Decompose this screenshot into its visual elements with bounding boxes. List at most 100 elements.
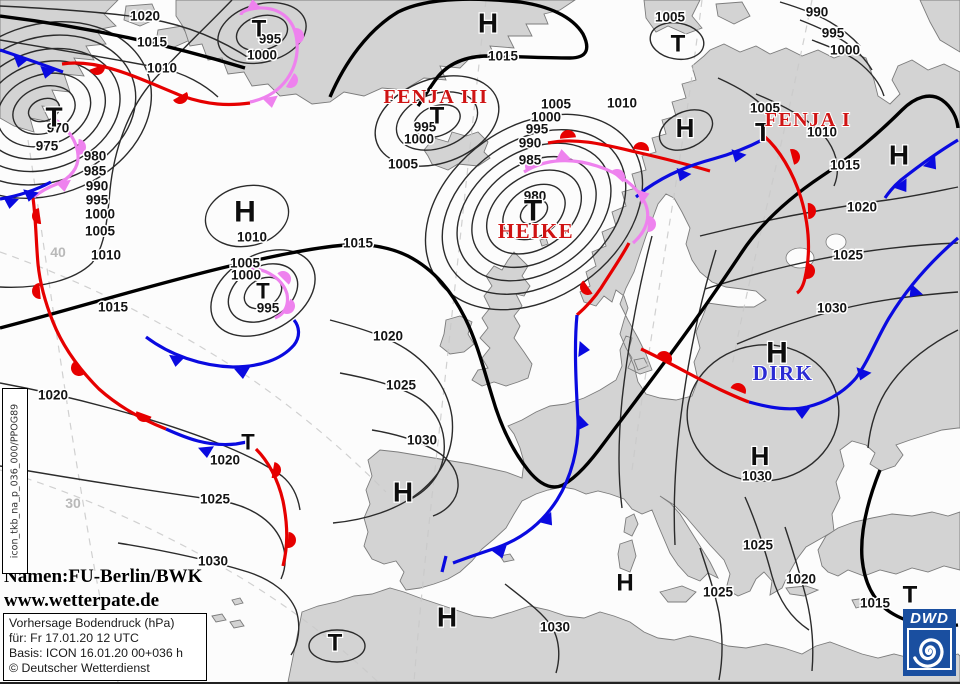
isobar-label: 995 (526, 122, 549, 137)
isobar-label: 1020 (847, 200, 877, 215)
isobar-label: 1020 (38, 388, 68, 403)
low-pressure-center: T (903, 582, 918, 609)
isobar-label: 995 (414, 120, 437, 135)
island-novaya-zemlya (919, 0, 960, 53)
low-pressure-center: T (252, 16, 267, 43)
island (155, 25, 191, 49)
isobar-1015-bold (328, 0, 589, 107)
low-pressure-center: T (45, 102, 62, 133)
cold-front (883, 138, 959, 199)
isobar-label: 995 (257, 301, 280, 316)
warm-front (547, 139, 711, 173)
isobar-label: 1010 (91, 248, 121, 263)
isobar-label: 1010 (607, 96, 637, 111)
island-faroe (523, 193, 535, 203)
isobar-label: 995 (822, 26, 845, 41)
warm-front (61, 61, 251, 107)
warm-front (575, 242, 631, 317)
bold-isobar-layer (0, 0, 960, 628)
isobar-label: 975 (36, 139, 59, 154)
graticule-label: 40 (50, 244, 66, 260)
isobar-label: 1010 (237, 230, 267, 245)
system-name: FENJA I (765, 109, 852, 131)
low-pressure-center: T (524, 195, 542, 228)
info-title: Vorhersage Bodendruck (hPa) (9, 616, 175, 630)
isobar-label: 985 (84, 164, 107, 179)
isobar-label: 980 (84, 149, 107, 164)
isobar-label: 990 (86, 179, 109, 194)
isobar-label: 1000 (231, 268, 261, 283)
isobar-label: 980 (524, 189, 547, 204)
island-zealand (633, 357, 649, 371)
isobar-high-dirk (686, 344, 840, 482)
info-valid-time: für: Fr 17.01.20 12 UTC (9, 631, 139, 645)
isobar-label: 1015 (860, 596, 891, 611)
low-pressure-center: T (755, 117, 771, 147)
isobar-label: 1000 (531, 110, 561, 125)
high-pressure-center: H (889, 140, 909, 171)
island-sicily (659, 585, 697, 603)
low-pressure-center: T (671, 31, 686, 58)
isobar-label: 1015 (488, 49, 519, 64)
isobar-label: 1000 (85, 207, 115, 222)
isobar-label: 1015 (830, 158, 861, 173)
island (123, 3, 159, 27)
island-cyprus (851, 597, 871, 609)
island-madeira (231, 597, 244, 606)
isobar-label: 1025 (386, 378, 417, 393)
island-crete (785, 585, 820, 597)
isobar-label: 990 (806, 5, 829, 20)
isobar-label: 1005 (541, 97, 572, 112)
isobar-label: 1030 (540, 620, 570, 635)
island-svalbard (715, 1, 751, 25)
isobar-label: 995 (259, 32, 282, 47)
isobar-label: 1030 (817, 301, 847, 316)
cold-front (635, 137, 765, 199)
isobar-label: 1000 (247, 48, 277, 63)
landmass-britain (471, 251, 533, 387)
isobar-label: 1025 (200, 492, 231, 507)
occluded-front (32, 118, 80, 199)
info-copyright: © Deutscher Wetterdienst (9, 661, 150, 675)
cold-front (452, 314, 580, 565)
island-balearics (499, 553, 515, 563)
dwd-spiral-icon (907, 628, 952, 670)
high-pressure-center: H (766, 337, 788, 370)
product-id-label: icon_tkb_na_p_036_000/PPOG89 (2, 388, 28, 574)
isobar-label: 1000 (404, 132, 434, 147)
isobar-label: 1025 (743, 538, 774, 553)
landmass-turkey (817, 511, 960, 577)
island-canaries (211, 613, 227, 623)
isobar-label: 1000 (830, 43, 860, 58)
high-pressure-center: H (393, 477, 413, 508)
low-pressure-center: T (328, 630, 343, 657)
isobar-1015-bold (0, 94, 960, 489)
island-sardinia (617, 539, 637, 573)
warm-front (640, 347, 750, 404)
isobars-low-fenja3 (374, 75, 500, 167)
low-pressure-center: T (256, 279, 270, 304)
info-model-basis: Basis: ICON 16.01.20 00+036 h (9, 646, 183, 660)
dwd-logo: DWD (903, 609, 956, 676)
high-pressure-center: H (751, 441, 770, 471)
isobar-label: 1005 (388, 157, 419, 172)
credit-line-url: www.wetterpate.de (4, 590, 160, 611)
isobar-label: 1010 (147, 61, 177, 76)
isobar-label: 985 (519, 153, 542, 168)
high-pressure-center: H (234, 196, 256, 229)
landmass-ireland (439, 315, 475, 355)
system-name: FENJA III (383, 86, 488, 108)
isobar-label: 1020 (210, 453, 240, 468)
isobar-label: 1015 (98, 300, 129, 315)
low-pressure-center: T (430, 103, 445, 130)
isobar-label: 1030 (198, 554, 228, 569)
isobar-label: 1025 (833, 248, 864, 263)
isobar-label: 1020 (130, 9, 160, 24)
high-pressure-center: H (478, 8, 498, 39)
system-name: HEIKE (498, 219, 574, 243)
cold-front (0, 48, 64, 74)
isobar-label: 1020 (373, 329, 403, 344)
isobar-1015-bold (0, 14, 246, 70)
isobar-label: 1010 (807, 125, 837, 140)
